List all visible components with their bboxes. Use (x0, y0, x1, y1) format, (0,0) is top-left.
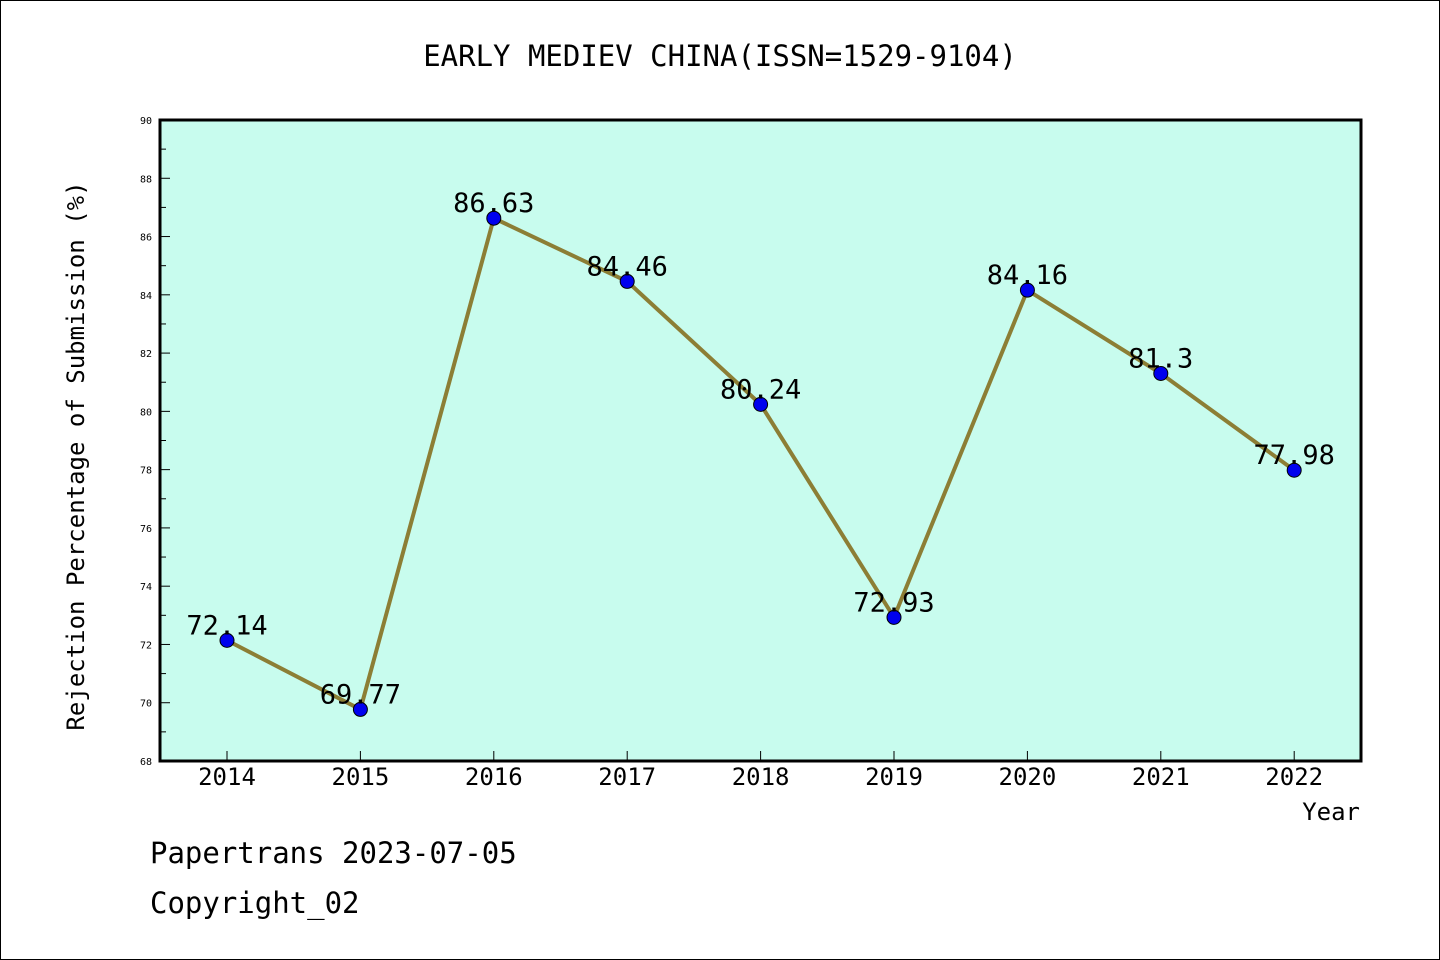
data-label: 69.77 (320, 679, 401, 710)
copyright-caption: Copyright_02 (150, 886, 360, 920)
source-caption: Papertrans 2023-07-05 (150, 836, 517, 870)
x-tick-label: 2015 (332, 763, 390, 791)
data-point (219, 632, 235, 648)
data-label: 84.16 (987, 260, 1068, 291)
x-tick-label: 2014 (198, 763, 256, 791)
data-point (486, 210, 502, 226)
x-axis: 2014 2015 2016 2017 2018 2019 2020 2021 2022 (198, 751, 1323, 791)
data-point (1153, 365, 1169, 381)
y-tick-label: 76 (140, 524, 152, 535)
x-axis-label: Year (1302, 798, 1360, 826)
data-point (753, 396, 769, 412)
plot-area (158, 118, 1363, 763)
y-tick-label: 70 (140, 699, 152, 710)
y-tick-label: 80 (140, 407, 152, 418)
y-tick-label: 78 (140, 466, 152, 477)
data-label: 77.98 (1254, 440, 1335, 471)
x-tick-label: 2020 (999, 763, 1057, 791)
y-tick-label: 72 (140, 640, 152, 651)
data-label: 84.46 (587, 251, 668, 282)
data-label: 81.3 (1128, 343, 1193, 374)
data-label: 72.14 (186, 610, 267, 641)
data-label: 80.24 (720, 374, 801, 405)
x-tick-label: 2017 (598, 763, 656, 791)
y-axis-label: Rejection Percentage of Submission (%) (62, 181, 90, 730)
x-tick-label: 2019 (865, 763, 923, 791)
x-tick-label: 2022 (1265, 763, 1323, 791)
y-tick-label: 68 (140, 757, 152, 768)
series: 72.14 69.77 86.63 84.46 80.24 72.93 84.16 81.3 7… (186, 188, 1335, 717)
data-point (886, 609, 902, 625)
data-label: 72.93 (853, 587, 934, 618)
x-tick-label: 2016 (465, 763, 523, 791)
y-tick-label: 86 (140, 233, 152, 244)
y-tick-label: 82 (140, 349, 152, 360)
y-tick-label: 84 (140, 291, 152, 302)
y-tick-label: 74 (140, 582, 152, 593)
y-tick-label: 88 (140, 174, 152, 185)
data-point (619, 273, 635, 289)
x-tick-label: 2018 (732, 763, 790, 791)
data-point (352, 701, 368, 717)
data-point (1019, 282, 1035, 298)
y-tick-label: 90 (140, 116, 152, 127)
x-tick-label: 2021 (1132, 763, 1190, 791)
y-axis: 68 70 72 74 76 78 80 82 84 86 88 90 (140, 116, 170, 768)
data-point (1286, 462, 1302, 478)
chart-title: EARLY MEDIEV CHINA(ISSN=1529-9104) (423, 39, 1017, 73)
data-label: 86.63 (453, 188, 534, 219)
